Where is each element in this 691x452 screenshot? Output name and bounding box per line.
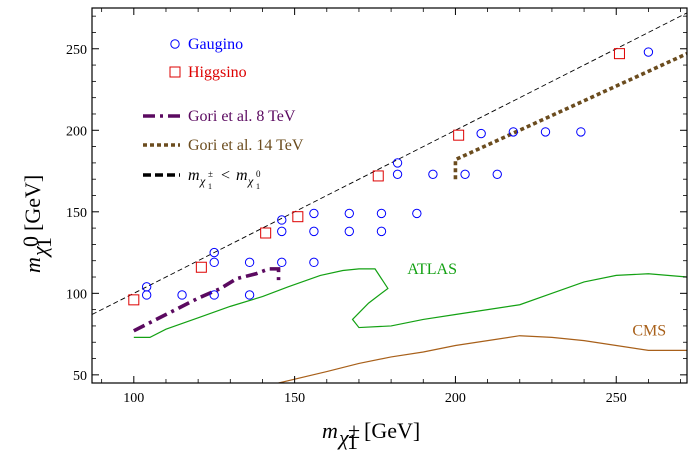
gaugino-point [460, 169, 470, 180]
gaugino-point [492, 169, 502, 180]
legend-glyph: χ [247, 174, 254, 188]
higgsino-point [260, 227, 272, 239]
legend: Gaugino Higgsino Gori et al. 8 TeV Gori et … [143, 36, 304, 191]
x-tick-label: 100 [123, 391, 144, 406]
higgsino-point [372, 170, 384, 182]
legend-glyph: < [221, 167, 230, 184]
legend-glyph: χ [199, 174, 206, 188]
legend-higgsino-symbol [169, 66, 181, 78]
y-tick-label: 150 [66, 206, 87, 221]
gaugino-point [508, 127, 519, 137]
legend-label: Gaugino [188, 36, 243, 53]
line-dotted [453, 52, 687, 180]
higgsino-point [453, 129, 465, 141]
line-dash-dot [132, 267, 281, 333]
svg-text:m: m [20, 257, 45, 273]
y-tick-label: 50 [73, 369, 87, 384]
gaugino-point [576, 127, 586, 137]
exclusion-regions [133, 268, 687, 383]
gaugino-point [277, 226, 287, 237]
gaugino-point [141, 282, 152, 292]
legend-glyph: 0 [256, 169, 261, 179]
gaugino-point [376, 226, 387, 237]
legend-label: Higgsino [188, 64, 247, 81]
gaugino-point [428, 169, 438, 180]
x-tick-label: 250 [606, 391, 627, 406]
svg-text:χ: χ [27, 245, 52, 258]
svg-text:[GeV]: [GeV] [364, 418, 420, 443]
svg-text:[GeV]: [GeV] [20, 175, 45, 231]
gaugino-point [344, 208, 354, 219]
svg-text:1: 1 [31, 237, 56, 248]
svg-text:0: 0 [18, 236, 43, 247]
gaugino-point [141, 290, 152, 300]
higgsino-point [128, 294, 140, 306]
legend-label: Gori et al. 8 TeV [188, 108, 296, 125]
gaugino-point [309, 257, 319, 268]
plot-frame [91, 7, 688, 384]
x-axis-title: m χ ± 1 [GeV] [322, 418, 420, 452]
y-axis-title: m χ 0 1 [GeV] [18, 175, 56, 273]
line-dashed-thin [92, 12, 687, 315]
gaugino-point [643, 47, 654, 57]
gaugino-point [412, 208, 422, 219]
gaugino-point [277, 257, 287, 268]
legend-glyph: 1 [256, 182, 260, 191]
gaugino-point [376, 208, 387, 219]
gaugino-point [209, 247, 219, 258]
axis-ticks: 100 150 200 250 50 100 150 200 250 [66, 8, 687, 406]
higgsino-point [613, 48, 625, 60]
legend-gaugino-symbol [170, 39, 180, 49]
cms-exclusion-curve [278, 335, 687, 383]
gaugino-point [309, 226, 319, 237]
gaugino-point [344, 226, 354, 237]
legend-label-mass-ordering: m χ ±1< m χ 01 [188, 167, 261, 191]
gaugino-point [476, 128, 486, 139]
x-tick-label: 150 [284, 391, 305, 406]
gaugino-point [209, 257, 219, 268]
higgsino-point [195, 261, 207, 273]
legend-glyph: ± [208, 169, 213, 179]
legend-glyph: m [236, 167, 248, 184]
legend-glyph: m [188, 167, 200, 184]
theory-lines [92, 12, 687, 333]
legend-glyph: 1 [208, 182, 212, 191]
atlas-label: ATLAS [407, 261, 457, 278]
atlas-exclusion-curve [133, 268, 687, 338]
region-labels: ATLAS CMS [407, 261, 666, 340]
cms-label: CMS [632, 323, 666, 340]
svg-text:χ: χ [337, 425, 350, 450]
gaugino-point [244, 290, 255, 300]
gaugino-point [540, 127, 551, 137]
gaugino-point [277, 215, 287, 225]
gaugino-point [209, 290, 219, 300]
gaugino-point [309, 208, 319, 219]
svg-text:1: 1 [347, 429, 358, 452]
svg-text:±: ± [348, 418, 360, 443]
higgsino-point [292, 211, 304, 223]
x-tick-label: 200 [445, 391, 466, 406]
svg-text:m: m [322, 418, 338, 443]
y-tick-label: 100 [66, 287, 87, 302]
gaugino-point [244, 257, 255, 268]
gaugino-point [392, 169, 403, 180]
gaugino-point [392, 158, 403, 168]
y-tick-label: 250 [66, 43, 87, 58]
benchmark-points [128, 47, 654, 306]
legend-label: Gori et al. 14 TeV [188, 137, 304, 154]
gaugino-point [177, 290, 187, 300]
y-tick-label: 200 [66, 124, 87, 139]
